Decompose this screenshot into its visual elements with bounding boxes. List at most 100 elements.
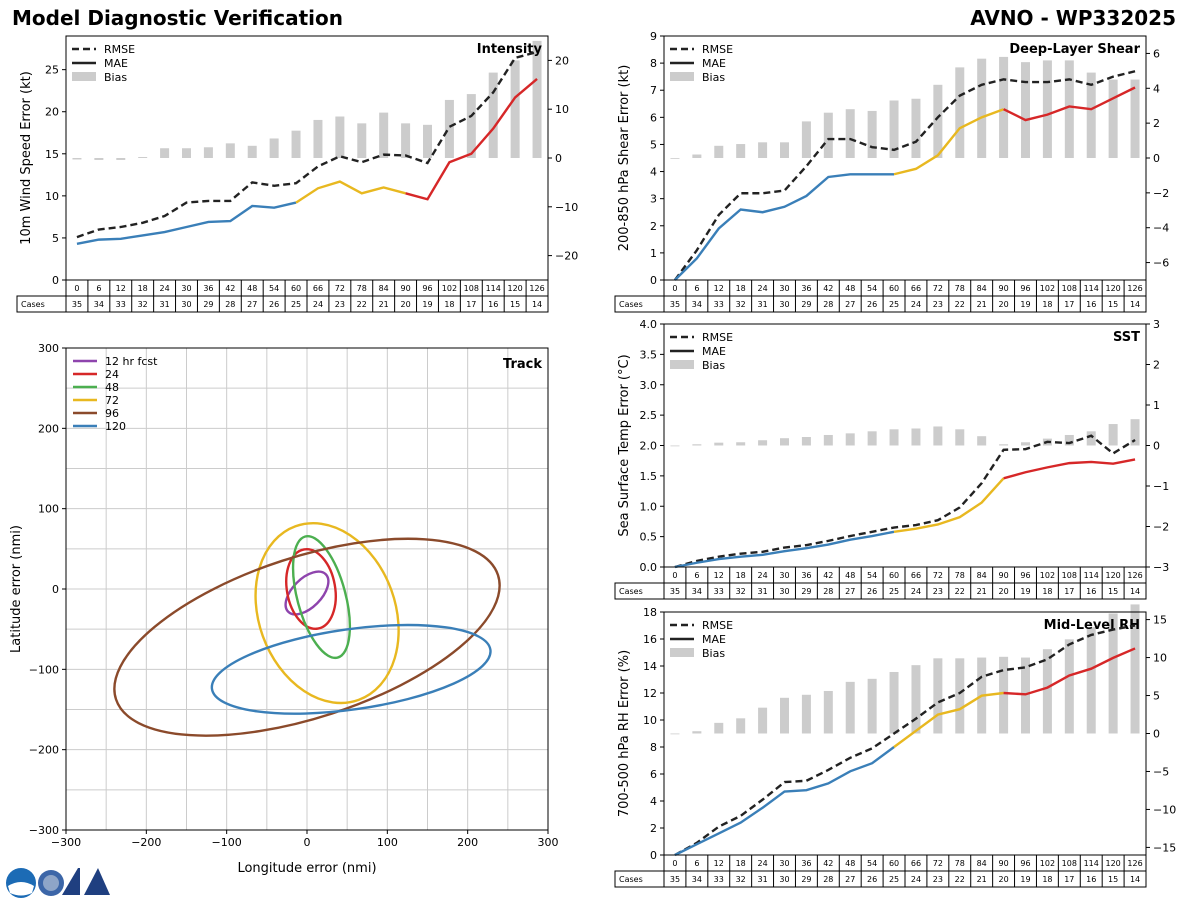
table-hour: 30 <box>779 284 789 293</box>
track-xtick-label: 100 <box>377 836 398 849</box>
table-hour: 72 <box>933 284 943 293</box>
sst-bias-bar <box>867 431 877 446</box>
table-hour: 42 <box>823 571 833 580</box>
intensity-y2tick-label: −20 <box>555 250 578 263</box>
table-cases: 22 <box>955 300 965 309</box>
table-hour: 102 <box>442 284 457 293</box>
table-hour: 36 <box>801 571 811 580</box>
rh-bias-bar <box>692 731 702 734</box>
table-hour: 78 <box>357 284 367 293</box>
table-cases: 16 <box>488 300 498 309</box>
table-cases: 28 <box>823 300 833 309</box>
table-cases: 34 <box>692 300 702 309</box>
table-cases: 20 <box>400 300 410 309</box>
table-cases: 26 <box>867 875 877 884</box>
shear-ylabel: 200-850 hPa Shear Error (kt) <box>617 65 632 252</box>
rh-mae-line-early <box>674 746 895 857</box>
table-hour: 24 <box>159 284 169 293</box>
table-cases: 27 <box>845 875 855 884</box>
track-legend-label: 120 <box>105 420 126 433</box>
sst-bias-bar <box>1021 442 1030 446</box>
sst-ylabel: Sea Surface Temp Error (°C) <box>617 354 632 536</box>
rh-bias-bar <box>1064 639 1074 734</box>
legend-bias-swatch <box>670 648 694 657</box>
table-hour: 90 <box>998 571 1008 580</box>
table-hour: 84 <box>977 571 987 580</box>
intensity-bias-bar <box>335 116 345 158</box>
shear-y2tick-label: −6 <box>1153 257 1169 270</box>
shear-mae-line-late <box>1003 86 1136 122</box>
intensity-ytick-label: 25 <box>45 64 59 77</box>
intensity-y2tick-label: 20 <box>555 54 569 67</box>
track-ellipse-72 <box>254 522 400 705</box>
rh-bias-bar <box>714 722 724 734</box>
table-cases: 19 <box>1020 300 1030 309</box>
intensity-bias-bar <box>379 112 389 158</box>
table-hour: 60 <box>889 284 899 293</box>
rh-y2tick-label: −15 <box>1153 841 1176 854</box>
intensity-bias-bar <box>203 147 213 158</box>
shear-y2tick-label: 6 <box>1153 47 1160 60</box>
table-cases: 30 <box>779 587 789 596</box>
track-legend-label: 72 <box>105 394 119 407</box>
rh-bias-bar <box>670 733 680 735</box>
table-hour: 24 <box>757 284 767 293</box>
shear-bias-bar <box>1021 62 1030 159</box>
table-cases: 15 <box>1108 875 1118 884</box>
shear-y2tick-label: −4 <box>1153 222 1169 235</box>
sst-ytick-label: 0.0 <box>640 561 658 574</box>
cases-label-cell <box>16 295 67 313</box>
table-cases: 19 <box>1020 587 1030 596</box>
table-cases: 26 <box>867 300 877 309</box>
intensity-ytick-label: 10 <box>45 190 59 203</box>
table-cases: 17 <box>1064 587 1074 596</box>
table-hour: 6 <box>694 284 699 293</box>
shear-ytick-label: 3 <box>650 193 657 206</box>
shear-bias-bar <box>867 110 877 158</box>
table-hour: 0 <box>74 284 79 293</box>
intensity-bias-bar <box>182 148 191 158</box>
track-panel: −300−300 −200 −200 −100 −100 0 0 100 100 200 200 30… <box>9 342 559 876</box>
sst-bias-bar <box>1130 419 1140 446</box>
legend-bias-swatch <box>670 360 694 369</box>
shear-y2tick-label: −2 <box>1153 187 1169 200</box>
sst-bias-bar <box>1086 431 1096 446</box>
table-hour: 90 <box>400 284 410 293</box>
track-ytick-label: 200 <box>38 422 59 435</box>
cases-label: Cases <box>619 875 643 884</box>
intensity-bias-bar <box>357 123 367 158</box>
table-cases: 24 <box>911 875 921 884</box>
table-cases: 19 <box>422 300 432 309</box>
legend-bias-label: Bias <box>702 71 725 84</box>
table-hour: 12 <box>714 284 724 293</box>
sst-panel: 0.00.51.01.52.02.53.03.54.0−3−2−10123Sea… <box>614 318 1169 600</box>
rh-bias-bar <box>1086 627 1096 734</box>
table-cases: 16 <box>1086 587 1096 596</box>
table-cases: 14 <box>1130 875 1140 884</box>
shear-ytick-label: 9 <box>650 30 657 43</box>
table-cases: 33 <box>714 875 724 884</box>
rh-bias-bar <box>1130 604 1140 734</box>
table-hour: 6 <box>96 284 101 293</box>
cases-label-cell <box>614 870 665 888</box>
sst-bias-bar <box>911 428 921 446</box>
table-cases: 14 <box>532 300 542 309</box>
track-ytick-label: −200 <box>29 744 59 757</box>
table-cases: 32 <box>736 300 746 309</box>
legend-bias-label: Bias <box>702 647 725 660</box>
sst-ytick-label: 2.5 <box>640 409 658 422</box>
rh-bias-bar <box>889 671 899 734</box>
cases-label-cell <box>614 295 665 313</box>
table-hour: 18 <box>138 284 148 293</box>
table-cases: 25 <box>889 587 899 596</box>
table-hour: 114 <box>1084 859 1099 868</box>
sst-bias-bar <box>955 429 965 446</box>
intensity-bias-bar <box>488 72 498 158</box>
table-hour: 30 <box>779 571 789 580</box>
intensity-y2tick-label: 0 <box>555 152 562 165</box>
shear-bias-bar <box>736 144 746 158</box>
track-ellipse-12-hr-fcst <box>284 570 330 616</box>
table-cases: 27 <box>247 300 257 309</box>
